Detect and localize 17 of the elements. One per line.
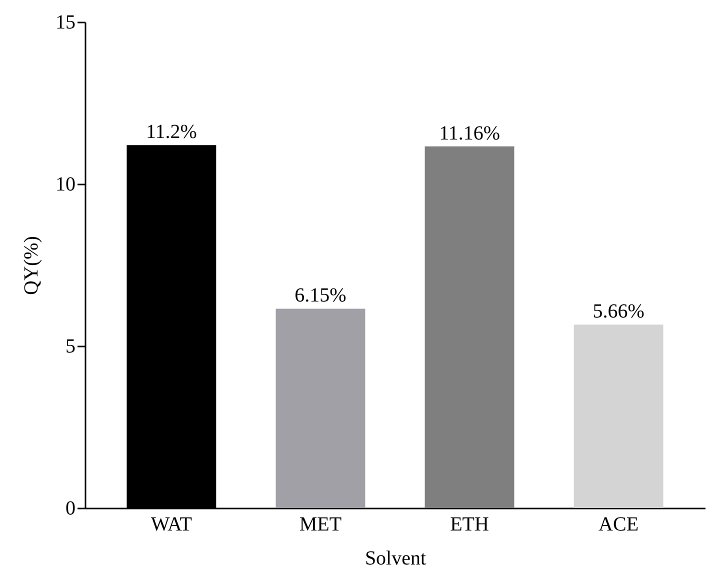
x-tick-label: WAT xyxy=(150,514,192,536)
bar xyxy=(276,308,366,508)
y-tick-label: 10 xyxy=(56,174,76,196)
x-tick-label: ETH xyxy=(450,514,489,536)
bar xyxy=(574,324,664,508)
data-label: 6.15% xyxy=(294,284,346,307)
x-tick-label: MET xyxy=(299,514,342,536)
x-tick-label: ACE xyxy=(598,514,639,536)
y-tick-label: 0 xyxy=(66,498,76,520)
bar xyxy=(424,146,514,508)
y-tick-label: 15 xyxy=(56,12,76,34)
y-axis-title: QY(%) xyxy=(20,236,42,295)
data-label: 5.66% xyxy=(592,300,644,323)
data-label: 11.2% xyxy=(146,121,197,144)
x-axis-title: Solvent xyxy=(364,548,426,570)
y-tick-label: 5 xyxy=(66,336,76,358)
data-label: 11.16% xyxy=(439,122,500,144)
